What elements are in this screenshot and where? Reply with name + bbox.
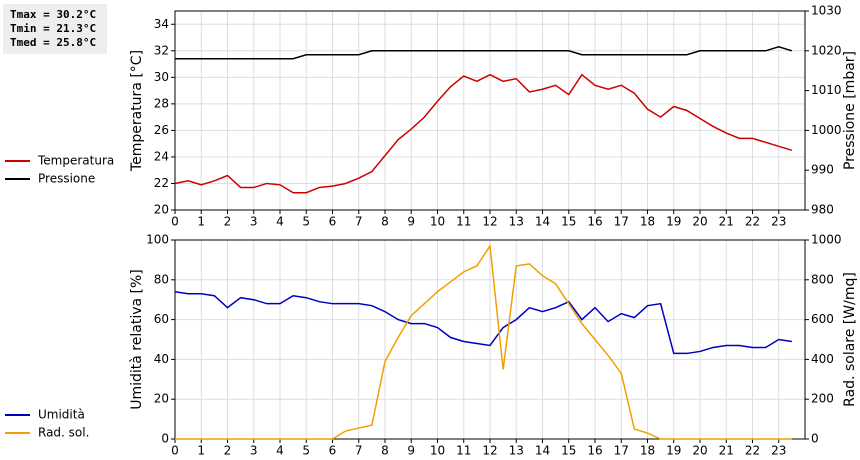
y2-axis-label: Pressione [mbar]	[842, 51, 858, 170]
x-tick-label: 19	[666, 215, 681, 229]
plot-frame	[174, 239, 806, 440]
y-tick-label: 100	[146, 233, 169, 247]
x-tick-label: 20	[692, 444, 707, 458]
x-tick-label: 2	[224, 215, 232, 229]
x-tick-label: 12	[482, 444, 497, 458]
series-line	[174, 73, 793, 194]
x-tick-label: 2	[224, 444, 232, 458]
y2-tick-label: 1000	[811, 233, 842, 247]
x-tick-label: 5	[302, 444, 310, 458]
x-tick-label: 7	[355, 215, 363, 229]
y-tick-label: 0	[161, 432, 169, 446]
x-tick-label: 1	[197, 215, 205, 229]
x-tick-label: 17	[614, 215, 629, 229]
x-tick-label: 18	[640, 215, 655, 229]
x-tick-label: 8	[381, 444, 389, 458]
y2-tick-label: 980	[811, 203, 834, 217]
x-tick-label: 0	[171, 444, 179, 458]
x-tick-label: 5	[302, 215, 310, 229]
y-axis-label: Umidità relativa [%]	[129, 269, 145, 410]
y2-tick-label: 600	[811, 312, 834, 326]
x-tick-label: 9	[407, 444, 415, 458]
y2-tick-label: 800	[811, 272, 834, 286]
stat-annotation: Tmax = 30.2°C	[10, 8, 96, 21]
x-tick-label: 22	[745, 215, 760, 229]
x-tick-label: 10	[430, 444, 445, 458]
x-tick-label: 15	[561, 215, 576, 229]
series-line	[174, 290, 792, 355]
y2-tick-label: 200	[811, 392, 834, 406]
x-tick-label: 23	[771, 215, 786, 229]
y-axis-label: Temperatura [°C]	[129, 50, 145, 172]
x-tick-label: 0	[171, 215, 179, 229]
x-tick-label: 10	[430, 215, 445, 229]
y2-tick-label: 400	[811, 352, 834, 366]
y-tick-label: 24	[154, 149, 169, 163]
x-tick-label: 3	[250, 444, 258, 458]
x-tick-label: 9	[407, 215, 415, 229]
y2-tick-label: 1000	[811, 123, 842, 137]
legend-label: Rad. sol.	[38, 426, 89, 440]
x-tick-label: 23	[771, 444, 786, 458]
y-tick-label: 60	[154, 312, 169, 326]
stat-annotation: Tmin = 21.3°C	[10, 22, 96, 35]
legend-label: Pressione	[38, 172, 95, 186]
y2-tick-label: 0	[811, 432, 819, 446]
y-tick-label: 22	[154, 176, 169, 190]
x-tick-label: 21	[719, 215, 734, 229]
y2-axis-label: Rad. solare [W/mq]	[842, 272, 858, 407]
x-tick-label: 17	[614, 444, 629, 458]
y2-tick-label: 1020	[811, 43, 842, 57]
x-tick-label: 6	[329, 215, 337, 229]
x-tick-label: 21	[719, 444, 734, 458]
x-tick-label: 1	[197, 444, 205, 458]
x-tick-label: 6	[329, 444, 337, 458]
plot-frame	[174, 10, 806, 211]
stats-box	[3, 4, 107, 54]
x-tick-label: 7	[355, 444, 363, 458]
series-line	[175, 243, 792, 440]
legend-label: Umidità	[38, 408, 85, 422]
x-tick-label: 3	[250, 215, 258, 229]
x-tick-label: 4	[276, 444, 284, 458]
x-tick-label: 13	[509, 215, 524, 229]
x-tick-label: 16	[587, 215, 602, 229]
x-tick-label: 11	[456, 444, 471, 458]
x-tick-label: 19	[666, 444, 681, 458]
x-tick-label: 18	[640, 444, 655, 458]
x-tick-label: 15	[561, 444, 576, 458]
y-tick-label: 20	[154, 203, 169, 217]
x-tick-label: 13	[509, 444, 524, 458]
y-tick-label: 34	[154, 17, 169, 31]
y-tick-label: 80	[154, 272, 169, 286]
y-tick-label: 32	[154, 43, 169, 57]
x-tick-label: 14	[535, 444, 550, 458]
x-tick-label: 22	[745, 444, 760, 458]
x-tick-label: 16	[587, 444, 602, 458]
x-tick-label: 11	[456, 215, 471, 229]
x-tick-label: 14	[535, 215, 550, 229]
y2-tick-label: 1010	[811, 83, 842, 97]
series-line	[175, 46, 793, 60]
y-tick-label: 26	[154, 123, 169, 137]
legend-label: Temperatura	[37, 154, 114, 168]
y2-tick-label: 1030	[811, 4, 842, 18]
x-tick-label: 12	[482, 215, 497, 229]
x-tick-label: 4	[276, 215, 284, 229]
y2-tick-label: 990	[811, 163, 834, 177]
y-tick-label: 20	[154, 392, 169, 406]
y-tick-label: 28	[154, 96, 169, 110]
stat-annotation: Tmed = 25.8°C	[10, 36, 96, 49]
y-tick-label: 40	[154, 352, 169, 366]
x-tick-label: 20	[692, 215, 707, 229]
x-tick-label: 8	[381, 215, 389, 229]
y-tick-label: 30	[154, 70, 169, 84]
